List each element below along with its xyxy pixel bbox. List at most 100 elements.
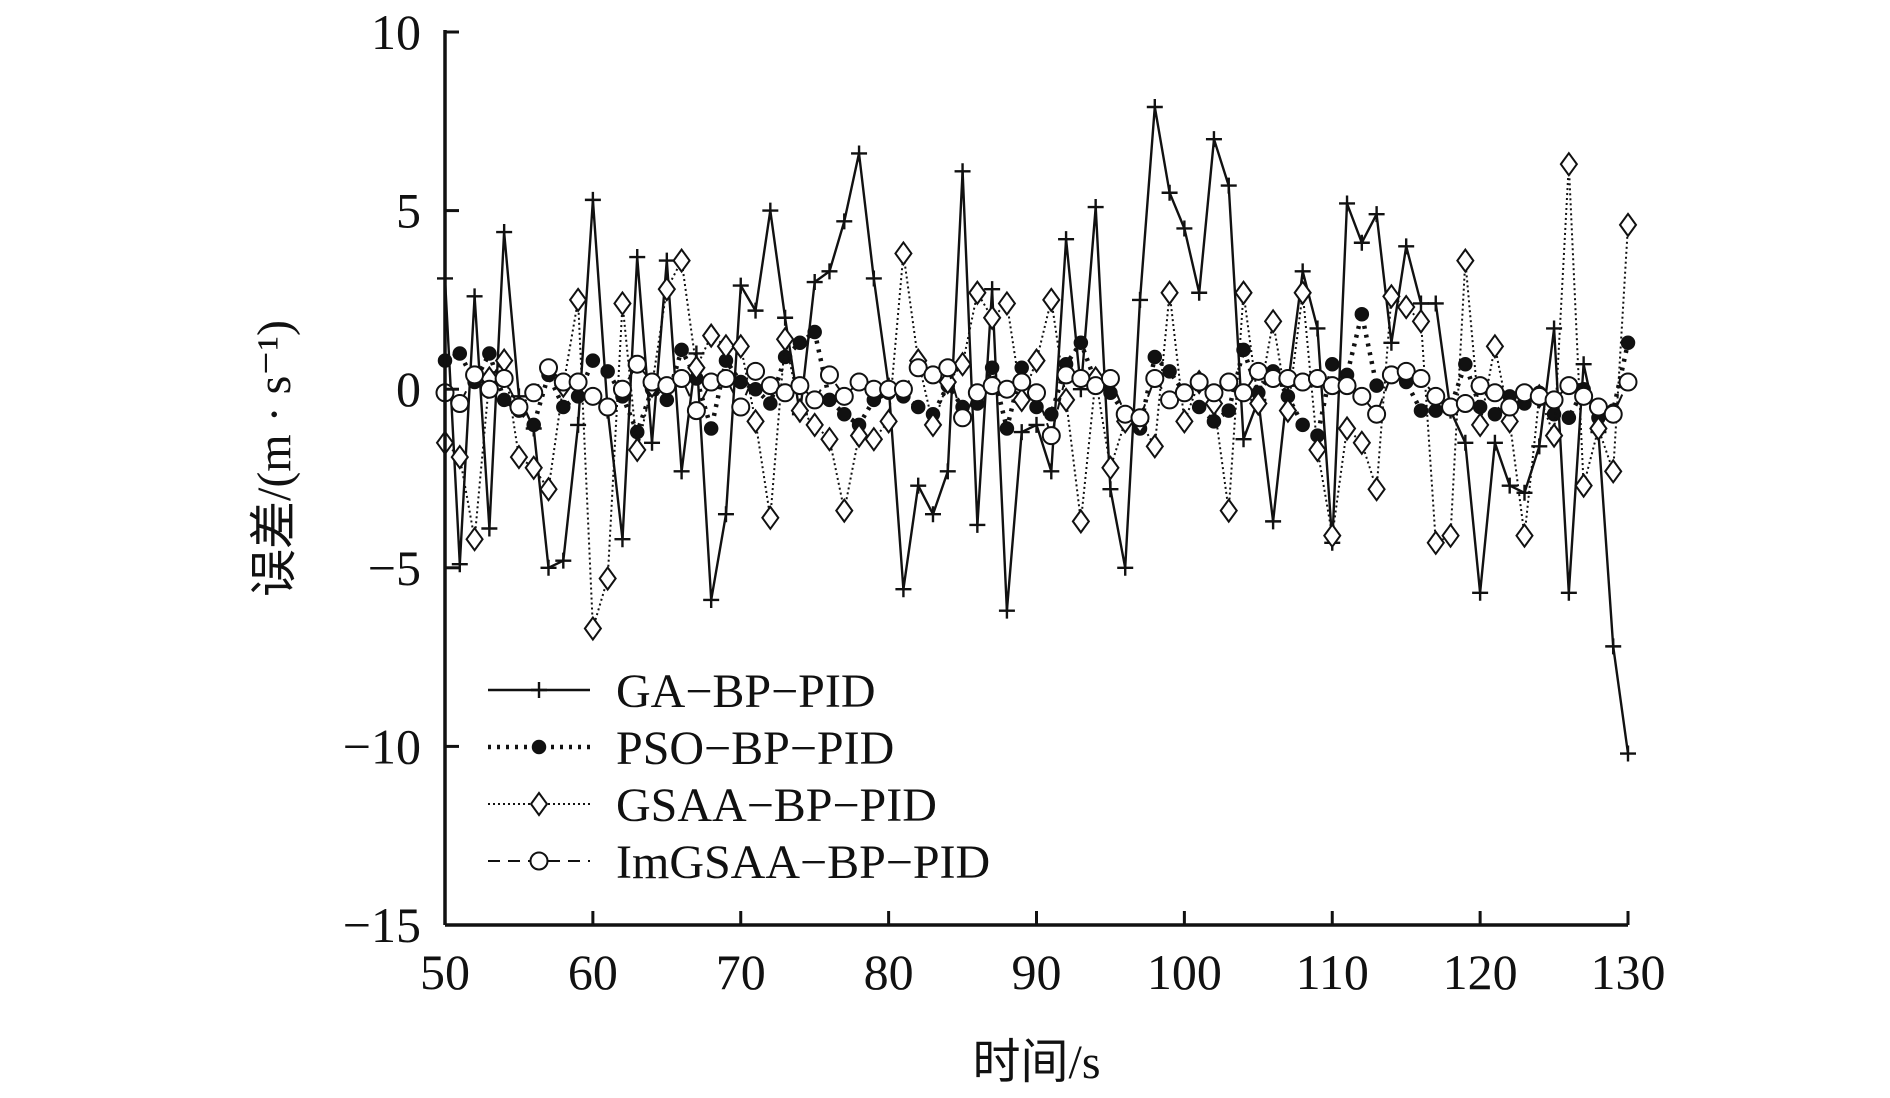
data-point xyxy=(1500,408,1519,435)
legend-item: GSAA−BP−PID xyxy=(488,779,937,832)
data-point xyxy=(968,280,987,306)
data-point xyxy=(910,477,927,494)
data-point xyxy=(612,379,632,399)
data-point xyxy=(837,406,852,422)
data-point xyxy=(1487,406,1503,422)
data-point xyxy=(1472,584,1489,601)
data-point xyxy=(613,290,632,317)
x-tick-label: 70 xyxy=(716,944,766,1000)
data-point xyxy=(835,497,854,524)
data-point xyxy=(1485,383,1505,403)
data-point xyxy=(792,335,808,351)
data-point xyxy=(674,342,689,358)
data-point xyxy=(1175,408,1194,435)
data-point xyxy=(982,305,1002,331)
data-point xyxy=(969,516,986,533)
data-point xyxy=(1147,349,1163,365)
data-point xyxy=(1560,584,1577,601)
x-tick-label: 100 xyxy=(1147,944,1222,1000)
data-point xyxy=(598,565,617,592)
x-tick-label: 120 xyxy=(1443,944,1518,1000)
data-point xyxy=(1485,333,1505,360)
data-point xyxy=(761,505,780,531)
data-point xyxy=(999,421,1015,436)
data-point xyxy=(568,372,588,392)
y-axis-label: 误差/(m · s⁻¹) xyxy=(248,320,301,597)
data-point xyxy=(747,302,764,319)
data-point xyxy=(807,324,822,340)
x-tick-label: 60 xyxy=(568,944,618,1000)
data-point xyxy=(465,365,485,385)
data-point xyxy=(1426,530,1445,556)
data-point xyxy=(954,163,971,180)
data-point xyxy=(1620,335,1636,351)
data-point xyxy=(1307,368,1327,388)
data-point xyxy=(1352,386,1372,406)
data-point xyxy=(1263,308,1283,335)
data-point xyxy=(746,408,765,435)
data-point xyxy=(1101,455,1120,481)
data-point xyxy=(1500,397,1520,417)
data-point xyxy=(481,520,498,537)
series-filled-circle xyxy=(437,306,1636,443)
x-tick-label: 80 xyxy=(864,944,914,1000)
data-point xyxy=(1087,199,1104,216)
data-point xyxy=(716,333,736,360)
data-point xyxy=(967,383,987,403)
data-point xyxy=(451,556,468,573)
data-point xyxy=(627,354,647,374)
data-point xyxy=(1219,372,1239,392)
data-point xyxy=(1353,234,1370,251)
data-point xyxy=(629,249,646,266)
data-point xyxy=(540,559,557,576)
data-point xyxy=(1426,386,1446,406)
data-point xyxy=(775,326,795,352)
data-point xyxy=(1102,481,1119,498)
data-point xyxy=(1470,376,1490,396)
data-point xyxy=(1221,403,1236,418)
data-point xyxy=(851,145,868,162)
data-point xyxy=(1042,287,1061,313)
data-point xyxy=(1249,390,1268,417)
data-point xyxy=(819,365,839,385)
data-point xyxy=(1559,151,1579,177)
data-point xyxy=(1132,291,1149,308)
data-point xyxy=(731,333,750,360)
data-point xyxy=(1160,280,1179,306)
legend-marker xyxy=(529,851,549,871)
data-point xyxy=(1501,477,1518,494)
data-point xyxy=(1234,280,1253,306)
data-point xyxy=(1368,206,1385,223)
data-point xyxy=(686,401,706,421)
data-point xyxy=(1219,497,1238,524)
data-point xyxy=(1191,284,1208,301)
series-diamond xyxy=(435,151,1638,642)
x-tick-label: 50 xyxy=(420,944,470,1000)
data-point xyxy=(526,417,541,433)
y-tick-label: −15 xyxy=(343,897,421,953)
data-point xyxy=(822,392,837,408)
data-point xyxy=(1441,522,1460,549)
data-point xyxy=(1428,403,1444,418)
data-point xyxy=(657,376,677,396)
data-point xyxy=(555,552,572,569)
data-point xyxy=(466,288,483,305)
data-point xyxy=(910,399,926,415)
data-point xyxy=(703,591,720,608)
data-point xyxy=(775,383,795,403)
y-tick-label: −5 xyxy=(368,540,421,596)
data-point xyxy=(938,369,958,395)
data-point xyxy=(834,386,854,406)
data-point xyxy=(1354,306,1370,322)
data-point xyxy=(733,374,748,390)
data-point xyxy=(1383,334,1400,351)
data-point xyxy=(1265,513,1282,530)
data-point xyxy=(1455,393,1475,413)
data-point xyxy=(1100,368,1120,388)
data-point xyxy=(494,368,514,388)
legend-label: GA−BP−PID xyxy=(616,665,876,718)
data-point xyxy=(1206,414,1222,429)
data-point xyxy=(790,376,810,396)
